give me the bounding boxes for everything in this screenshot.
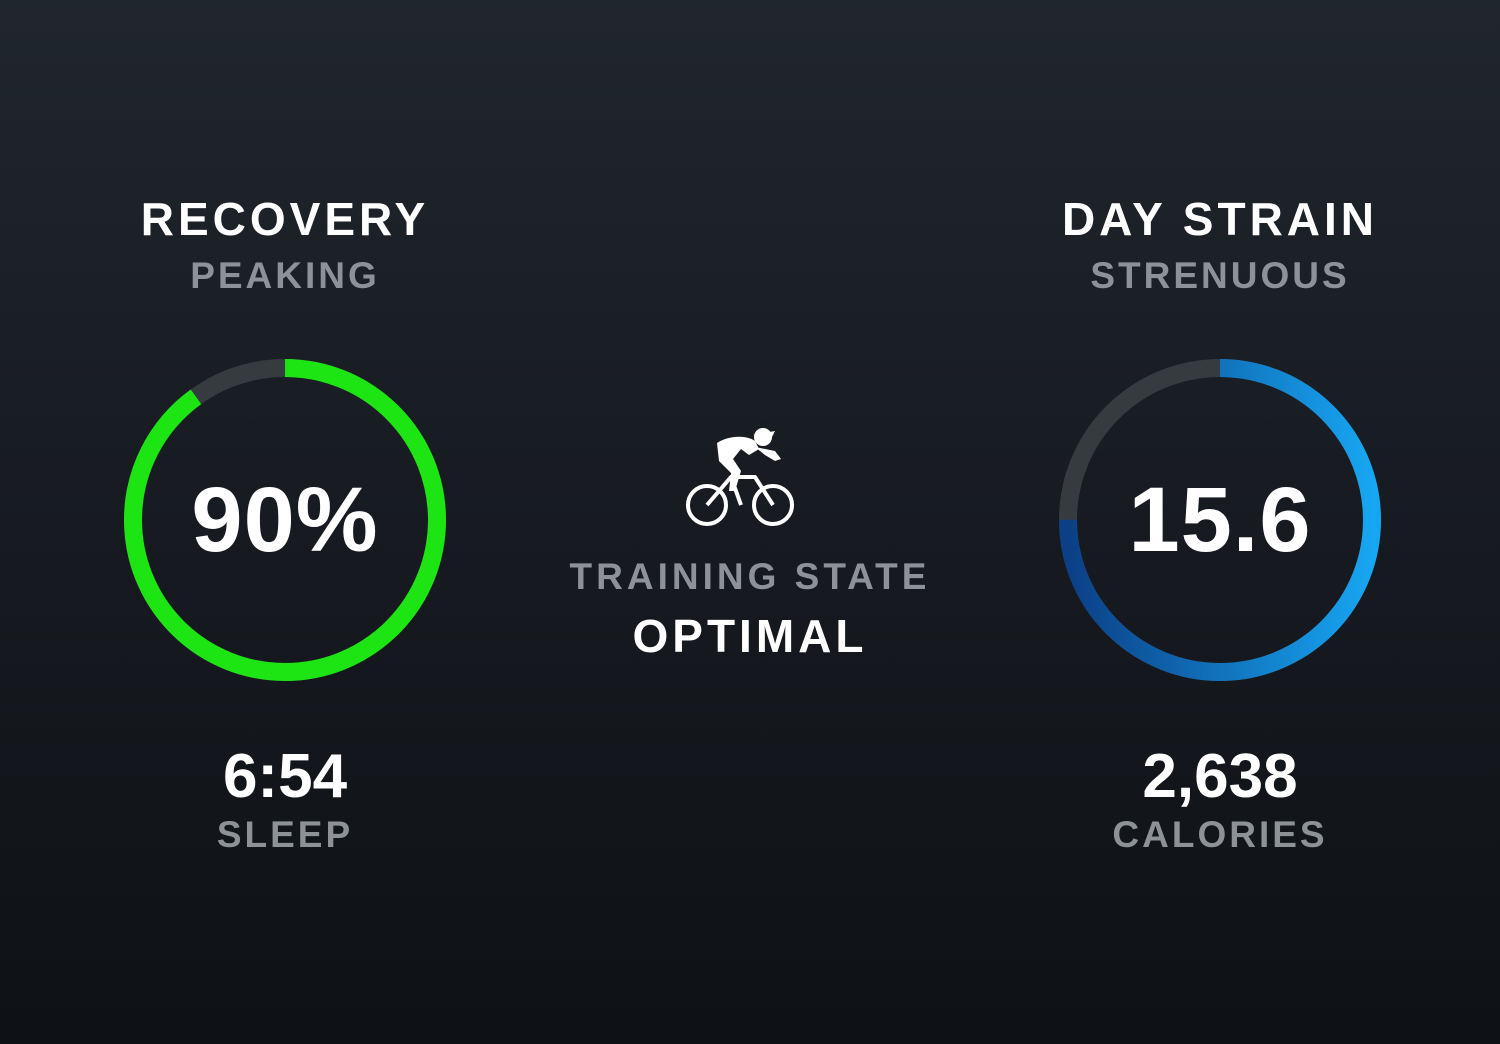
recovery-header: RECOVERY PEAKING xyxy=(85,196,485,294)
training-state-value: OPTIMAL xyxy=(632,610,868,662)
calories-value: 2,638 xyxy=(1142,742,1298,811)
cyclist-glyph xyxy=(686,428,794,526)
training-state-label: TRAINING STATE xyxy=(569,556,931,597)
sleep-value: 6:54 xyxy=(222,742,348,811)
sleep-stat: 6:54 SLEEP xyxy=(85,742,485,855)
day-strain-value: 15.6 xyxy=(1128,468,1312,571)
recovery-value: 90% xyxy=(191,468,379,571)
day-strain-ring xyxy=(1059,359,1381,681)
sleep-label: SLEEP xyxy=(216,814,354,855)
recovery-title: RECOVERY xyxy=(140,193,430,245)
recovery-gauge[interactable]: 90% xyxy=(120,355,450,685)
day-strain-ring-fill xyxy=(1059,359,1381,681)
day-strain-header: DAY STRAIN STRENUOUS xyxy=(1020,196,1420,294)
calories-stat: 2,638 CALORIES xyxy=(1020,742,1420,855)
day-strain-title: DAY STRAIN xyxy=(1061,193,1379,245)
training-state: TRAINING STATE OPTIMAL xyxy=(500,425,1000,659)
cyclist-icon xyxy=(500,425,1000,535)
recovery-status: PEAKING xyxy=(190,255,380,296)
recovery-ring-fill xyxy=(124,359,446,681)
day-strain-gauge[interactable]: 15.6 xyxy=(1055,355,1385,685)
calories-label: CALORIES xyxy=(1112,814,1328,855)
recovery-ring xyxy=(124,359,446,681)
day-strain-status: STRENUOUS xyxy=(1090,255,1350,296)
